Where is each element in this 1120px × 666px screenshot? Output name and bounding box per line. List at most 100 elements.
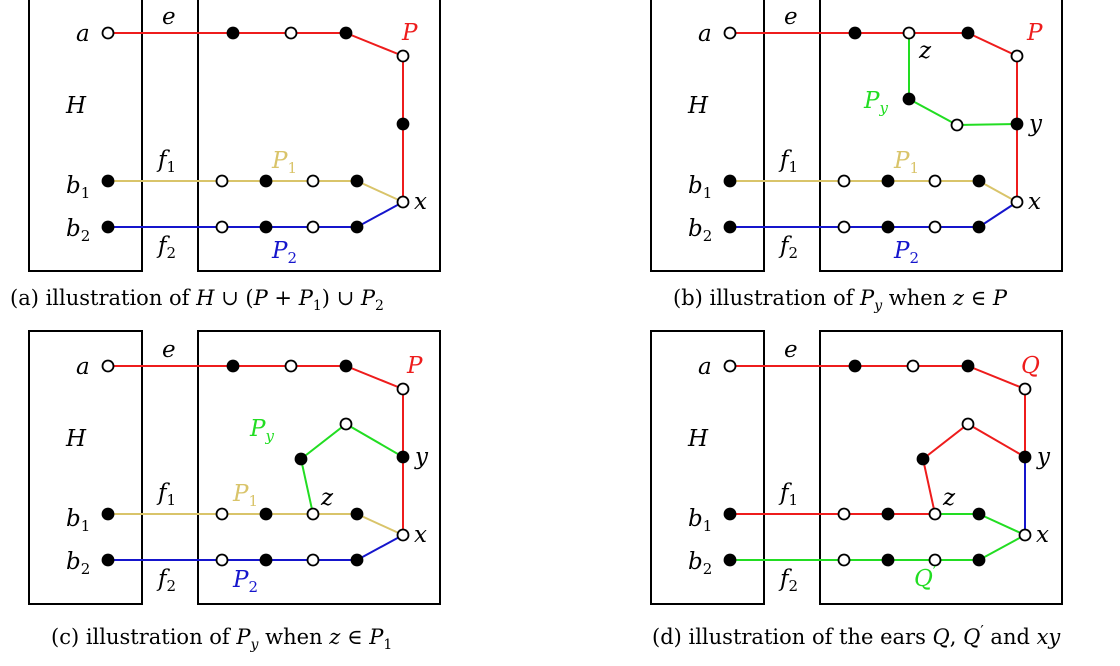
- label-x: x: [1028, 189, 1041, 215]
- vertex: [306, 553, 320, 567]
- label-y: y: [1028, 111, 1043, 137]
- label-b1: b1: [66, 173, 90, 202]
- label-p: P: [1026, 20, 1043, 46]
- ear-region-box: [819, 330, 1063, 605]
- vertex-a: [723, 26, 737, 40]
- vertex: [350, 553, 364, 567]
- vertex: [284, 359, 298, 373]
- label-p1: P1: [893, 148, 919, 177]
- label-b2: b2: [66, 549, 90, 578]
- label-x: x: [414, 522, 427, 548]
- label-p: P: [401, 20, 418, 46]
- label-b2: b2: [688, 216, 712, 245]
- vertex: [306, 174, 320, 188]
- label-f1: f1: [156, 480, 176, 509]
- label-p1: P1: [232, 481, 258, 510]
- vertex: [928, 220, 942, 234]
- label-z: z: [918, 38, 932, 64]
- label-e: e: [784, 4, 798, 30]
- caption-c: (c) illustration of Py when z ∈ P1: [51, 625, 392, 653]
- vertex: [339, 26, 353, 40]
- vertex: [961, 359, 975, 373]
- label-py: Py: [249, 416, 274, 445]
- vertex: [848, 359, 862, 373]
- label-h: H: [687, 426, 709, 452]
- vertex: [881, 553, 895, 567]
- vertex: [339, 417, 353, 431]
- label-p2: P2: [271, 238, 297, 267]
- label-y: y: [414, 444, 429, 470]
- graph-h-box: [28, 0, 143, 272]
- vertex: [916, 452, 930, 466]
- ear-region-box: [197, 0, 441, 272]
- vertex: [972, 174, 986, 188]
- vertex: [848, 26, 862, 40]
- label-e: e: [784, 337, 798, 363]
- label-z: z: [942, 485, 956, 511]
- path-py-edge: [908, 33, 1018, 127]
- label-x: x: [414, 189, 427, 215]
- label-a: a: [76, 21, 90, 47]
- path-p1-edge: [108, 180, 404, 203]
- vertex-y: [396, 450, 410, 464]
- vertex: [928, 174, 942, 188]
- vertex-x: [1010, 195, 1024, 209]
- label-a: a: [698, 21, 712, 47]
- vertex: [215, 220, 229, 234]
- vertex: [1010, 49, 1024, 63]
- label-q: Q: [1021, 353, 1040, 379]
- vertex: [259, 553, 273, 567]
- vertex-a: [101, 26, 115, 40]
- label-x: x: [1036, 522, 1049, 548]
- vertex: [961, 417, 975, 431]
- vertex: [837, 174, 851, 188]
- label-h: H: [65, 93, 87, 119]
- caption-d: (d) illustration of the ears Q, Q′ and x…: [652, 622, 1061, 649]
- label-b1: b1: [688, 506, 712, 535]
- vertex: [881, 220, 895, 234]
- vertex: [215, 174, 229, 188]
- vertex-z: [902, 26, 916, 40]
- vertex-b1: [101, 174, 115, 188]
- path-p1-edge: [730, 180, 1018, 203]
- vertex: [226, 359, 240, 373]
- vertex: [1018, 382, 1032, 396]
- vertex: [396, 117, 410, 131]
- vertex-y: [1018, 450, 1032, 464]
- vertex-x: [396, 195, 410, 209]
- vertex: [972, 507, 986, 521]
- caption-b: (b) illustration of Py when z ∈ P: [673, 286, 1008, 314]
- graph-h-box: [28, 330, 143, 605]
- vertex: [906, 359, 920, 373]
- ear-q-edge: [921, 422, 1026, 515]
- vertex: [215, 507, 229, 521]
- path-p-edge: [730, 32, 1018, 202]
- vertex-b2: [723, 220, 737, 234]
- vertex-x: [1018, 528, 1032, 542]
- vertex: [928, 553, 942, 567]
- path-py-edge: [299, 422, 404, 515]
- vertex: [226, 26, 240, 40]
- vertex: [350, 507, 364, 521]
- label-y: y: [1036, 444, 1051, 470]
- vertex: [284, 26, 298, 40]
- vertex: [259, 174, 273, 188]
- vertex-x: [396, 528, 410, 542]
- vertex-b2: [723, 553, 737, 567]
- vertex: [396, 49, 410, 63]
- path-p2-edge: [108, 201, 404, 228]
- vertex: [837, 220, 851, 234]
- panel-b: a e H P z Py y b1 b2 f1 f2 P1 P2 x: [650, 0, 1063, 272]
- label-f2: f2: [156, 566, 176, 595]
- vertex-b1: [723, 174, 737, 188]
- vertex-b1: [101, 507, 115, 521]
- label-p2: P2: [232, 567, 258, 596]
- vertex: [972, 553, 986, 567]
- vertex: [837, 553, 851, 567]
- ear-region-box: [819, 0, 1063, 272]
- path-p2-edge: [730, 201, 1018, 228]
- vertex-b2: [101, 220, 115, 234]
- label-p2: P2: [893, 238, 919, 267]
- label-f2: f2: [778, 566, 798, 595]
